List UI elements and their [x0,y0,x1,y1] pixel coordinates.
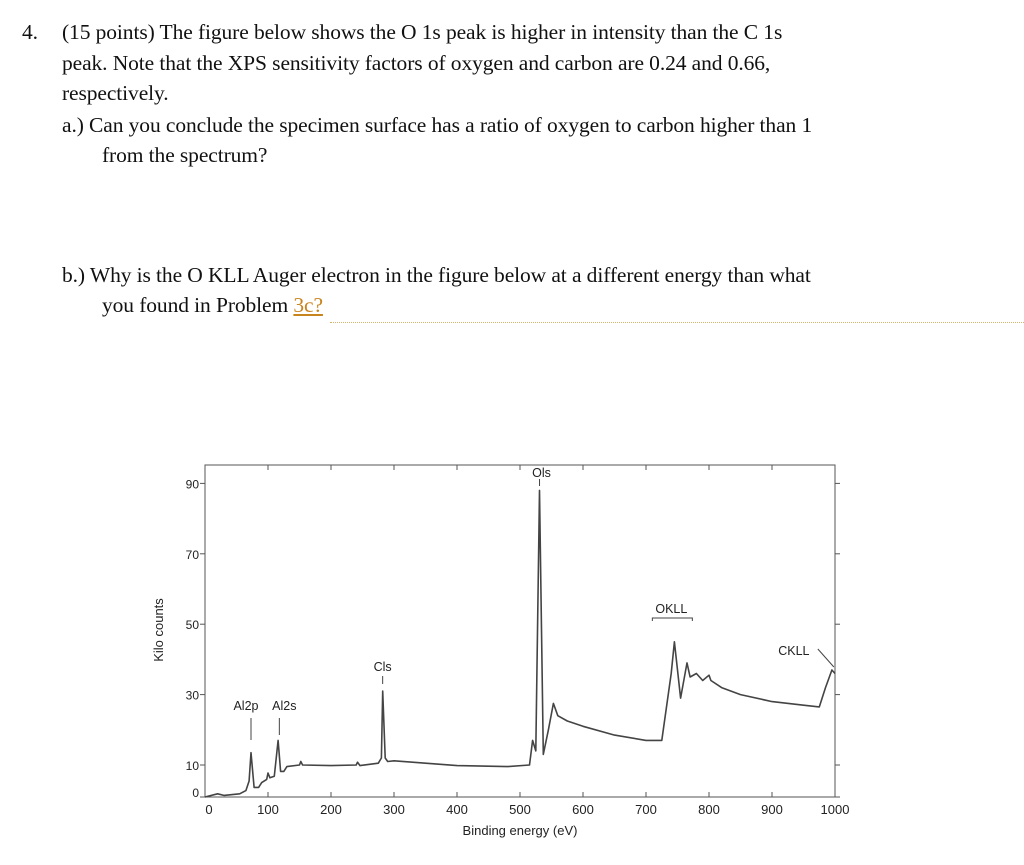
question-text-line-3: respectively. [62,81,169,105]
x-tick-label: 400 [446,802,468,817]
peak-label-al2s: Al2s [272,699,296,713]
y-axis-label: Kilo counts [151,598,166,662]
peak-label-al2p: Al2p [233,699,258,713]
y-tick-label: 30 [186,689,200,703]
peak-bracket [651,617,693,621]
peak-label-c1s: Cls [374,660,392,674]
part-b-text: you found in Problem [102,293,289,317]
y-tick-label: 70 [186,548,200,562]
x-axis-label: Binding energy (eV) [463,823,578,838]
peak-label-o1s: Ols [532,466,551,480]
part-b-line-1: b.) Why is the O KLL Auger electron in t… [62,263,811,287]
x-tick-label: 900 [761,802,783,817]
x-tick-label: 0 [205,802,212,817]
x-tick-label: 500 [509,802,531,817]
part-a-line-2: from the spectrum? [102,143,268,167]
y-tick-label: 10 [186,759,200,773]
question-number: 4. [22,20,38,44]
question-text-line-1: (15 points) The figure below shows the O… [62,20,783,44]
peak-pointer [817,648,835,668]
x-tick-label: 700 [635,802,657,817]
question-text-line-2: peak. Note that the XPS sensitivity fact… [62,51,771,75]
x-tick-label: 300 [383,802,405,817]
plot-frame [204,464,836,798]
peak-label-ckll: CKLL [778,644,809,658]
x-tick-label: 200 [320,802,342,817]
problem-3c-link[interactable]: 3c? [293,293,323,317]
part-a-line-1: a.) Can you conclude the specimen surfac… [62,113,813,137]
x-tick-label: 600 [572,802,594,817]
x-tick-label: 1000 [821,802,850,817]
dotted-divider [330,322,1024,323]
y-tick-label: 50 [186,618,200,632]
x-tick-label: 100 [257,802,279,817]
peak-label-okll: OKLL [655,602,687,616]
x-tick-label: 800 [698,802,720,817]
y-tick-label: 90 [186,477,200,491]
part-b-line-2: you found in Problem 3c? [102,293,323,318]
y-tick-label: 0 [192,786,199,800]
spectrum-line [204,489,836,798]
